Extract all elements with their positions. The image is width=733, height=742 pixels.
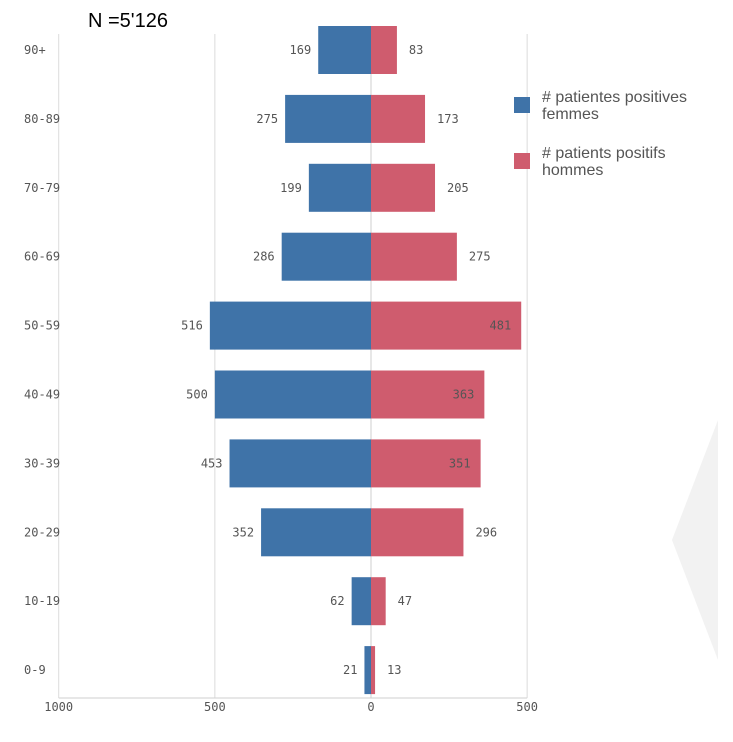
bar-femmes [308, 163, 371, 212]
category-label: 60-69 [24, 250, 60, 264]
value-label-hommes: 173 [437, 112, 459, 126]
n-total-label: N =5'126 [88, 10, 168, 32]
legend-label: # patientes positives [542, 89, 687, 106]
bar-hommes [371, 301, 522, 350]
value-label-femmes: 62 [330, 594, 344, 608]
value-label-hommes: 351 [449, 456, 471, 470]
bar-femmes [281, 232, 371, 281]
bar-femmes [285, 94, 371, 143]
bar-hommes [371, 646, 376, 695]
category-label: 50-59 [24, 319, 60, 333]
bar-hommes [371, 439, 481, 488]
value-label-femmes: 352 [232, 525, 254, 539]
value-label-hommes: 481 [490, 319, 512, 333]
category-label: 80-89 [24, 112, 60, 126]
value-label-femmes: 286 [253, 250, 275, 264]
x-tick-labels: 1000 500 0 500 [44, 700, 538, 714]
value-label-hommes: 205 [447, 181, 469, 195]
bar-hommes [371, 370, 485, 419]
category-label: 10-19 [24, 594, 60, 608]
watermark-shape [672, 420, 718, 660]
value-label-hommes: 13 [387, 663, 401, 677]
value-label-hommes: 296 [475, 525, 497, 539]
category-label: 0-9 [24, 663, 46, 677]
category-label: 90+ [24, 43, 46, 57]
bar-femmes [318, 26, 371, 74]
bar-femmes [364, 646, 371, 695]
bar-hommes [371, 508, 464, 557]
value-label-femmes: 453 [201, 456, 223, 470]
bar-femmes [209, 301, 371, 350]
bars [209, 26, 522, 695]
x-tick-label: 500 [204, 700, 226, 714]
value-label-hommes: 83 [409, 43, 423, 57]
grid-lines [58, 34, 528, 699]
category-label: 40-49 [24, 388, 60, 402]
value-label-femmes: 21 [343, 663, 357, 677]
value-label-femmes: 500 [186, 388, 208, 402]
bar-hommes [371, 26, 397, 74]
category-labels: 90+ 80-89 70-79 60-69 50-59 40-49 30-39 20-29 10… [24, 43, 60, 677]
value-label-femmes: 199 [280, 181, 302, 195]
value-label-femmes: 275 [256, 112, 278, 126]
value-label-hommes: 275 [469, 250, 491, 264]
value-label-femmes: 516 [181, 319, 203, 333]
legend-swatch [514, 97, 530, 113]
bar-femmes [214, 370, 371, 419]
category-label: 30-39 [24, 456, 60, 470]
bar-hommes [371, 232, 457, 281]
legend-label: hommes [542, 162, 603, 179]
value-label-hommes: 363 [453, 388, 475, 402]
x-tick-label: 0 [367, 700, 374, 714]
category-label: 20-29 [24, 525, 60, 539]
bar-femmes [261, 508, 371, 557]
legend-swatch [514, 153, 530, 169]
value-label-hommes: 47 [398, 594, 412, 608]
legend-label: # patients positifs [542, 145, 666, 162]
bar-femmes [229, 439, 371, 488]
bar-hommes [371, 577, 386, 626]
bar-hommes [371, 163, 436, 212]
legend-label: femmes [542, 106, 599, 123]
category-label: 70-79 [24, 181, 60, 195]
x-tick-label: 1000 [44, 700, 73, 714]
bar-hommes [371, 94, 426, 143]
bar-femmes [351, 577, 371, 626]
value-labels: 169 83 275 173 199 205 286 275 516 481 500 363 453 35… [181, 43, 511, 677]
x-tick-label: 500 [516, 700, 538, 714]
value-label-femmes: 169 [290, 43, 312, 57]
